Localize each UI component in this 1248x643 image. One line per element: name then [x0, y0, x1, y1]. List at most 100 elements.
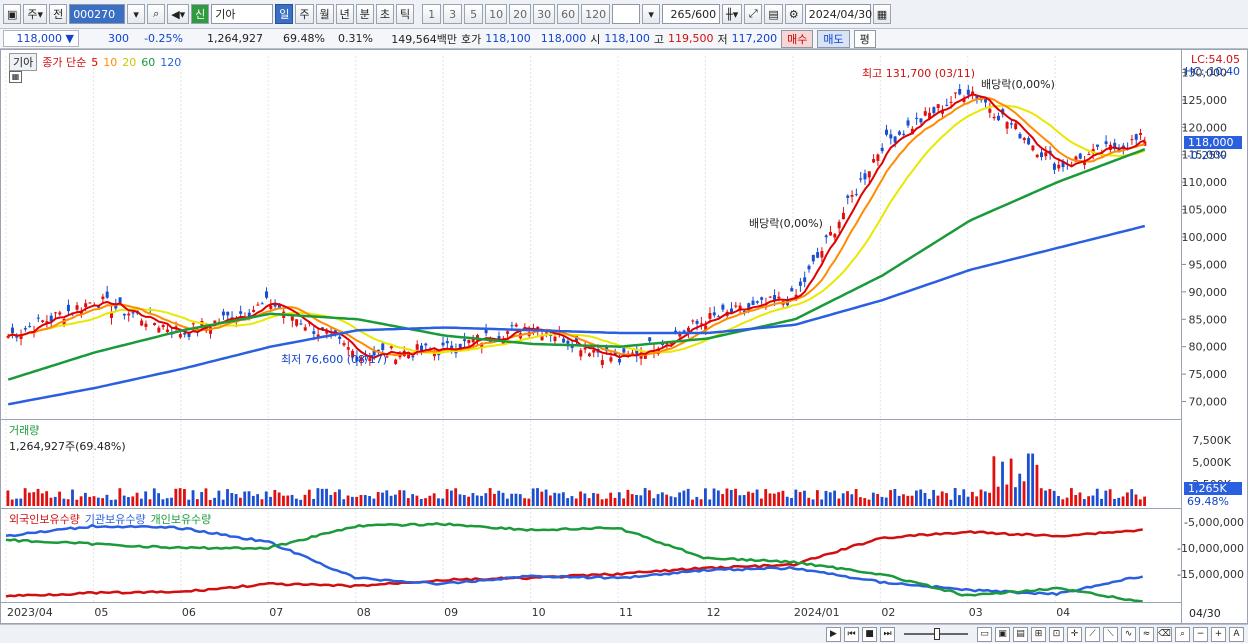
- volume-title[interactable]: 거래량: [9, 424, 40, 437]
- period-second[interactable]: 초: [375, 4, 395, 24]
- gear-icon[interactable]: ⚙: [784, 4, 803, 24]
- custom-interval-input[interactable]: [612, 4, 641, 24]
- interval-30[interactable]: 30: [533, 4, 556, 24]
- volume-bar: [820, 499, 824, 506]
- period-minute[interactable]: 분: [355, 4, 374, 24]
- ma-10-label[interactable]: 10: [103, 55, 118, 69]
- interval-dropdown-icon[interactable]: ▾: [642, 4, 661, 24]
- interval-120[interactable]: 120: [581, 4, 611, 24]
- volume-bar: [385, 490, 389, 506]
- volume-tick-label: 7,500K: [1192, 434, 1231, 447]
- period-year[interactable]: 년: [335, 4, 354, 24]
- candle-body: [630, 352, 634, 354]
- sell-button[interactable]: 매도: [817, 29, 850, 48]
- volume-bar: [889, 490, 892, 506]
- zoom-in-icon[interactable]: +: [1211, 626, 1226, 642]
- holder-tick-label: -5,000,000: [1184, 516, 1244, 529]
- volume-bar: [484, 493, 488, 506]
- scroll-end-icon[interactable]: ⏭: [880, 626, 895, 642]
- volume-bar: [40, 493, 44, 506]
- candle-body: [209, 327, 213, 334]
- chart-menu-icon[interactable]: ▣: [3, 4, 22, 24]
- time-tick-label: 04: [1056, 606, 1070, 619]
- individual-holding-label[interactable]: 개인보유수량: [150, 513, 212, 526]
- font-size-icon[interactable]: A: [1229, 626, 1244, 642]
- speaker-icon[interactable]: ◀▾: [167, 4, 190, 24]
- trend-icon-1[interactable]: ⟋: [1085, 626, 1100, 642]
- layout-icon-3[interactable]: ▤: [1013, 626, 1028, 642]
- ma-120-line: [7, 224, 1146, 406]
- institution-holding-label[interactable]: 기관보유수량: [84, 513, 146, 526]
- candle-body: [407, 352, 411, 359]
- period-tick[interactable]: 틱: [396, 4, 415, 24]
- eval-button[interactable]: 평: [853, 29, 876, 48]
- search-icon[interactable]: ⌕: [147, 4, 166, 24]
- candle-body: [372, 351, 376, 356]
- stock-name-tag[interactable]: 기아: [9, 53, 38, 71]
- eraser-icon[interactable]: ⌫: [1157, 626, 1172, 642]
- interval-1[interactable]: 1: [422, 4, 442, 24]
- period-type-select[interactable]: 주 ▾: [23, 4, 48, 24]
- volume-bar: [144, 491, 148, 506]
- chart-canvas[interactable]: 130,000125,000120,000115,000110,000105,0…: [1, 50, 1247, 623]
- period-month[interactable]: 월: [315, 4, 334, 24]
- draw-tool-icon[interactable]: ⤢: [744, 4, 763, 24]
- candle-body: [854, 194, 858, 196]
- volume-bar: [643, 488, 647, 506]
- new-tag[interactable]: 신: [191, 4, 210, 24]
- zoom-slider[interactable]: [904, 628, 968, 640]
- candle-type-icon[interactable]: ╫▾: [722, 4, 743, 24]
- volume-bar: [755, 489, 759, 506]
- holder-legend: 외국인보유수량 기관보유수량 개인보유수량: [9, 511, 211, 527]
- interval-60[interactable]: 60: [557, 4, 580, 24]
- chart-area[interactable]: 130,000 125,000 120,000 115,000 110,000 105,0…: [0, 49, 1248, 625]
- date-input[interactable]: 2024/04/30: [804, 4, 872, 24]
- candle-body: [1078, 153, 1082, 159]
- ma-20-label[interactable]: 20: [122, 55, 137, 69]
- candle-body: [1009, 123, 1013, 125]
- ma-60-label[interactable]: 60: [141, 55, 156, 69]
- crosshair-icon[interactable]: ✛: [1067, 626, 1082, 642]
- stop-icon[interactable]: ■: [862, 626, 877, 642]
- layout-icon-4[interactable]: ⊞: [1031, 626, 1046, 642]
- trend-icon-2[interactable]: ⟍: [1103, 626, 1118, 642]
- volume-bar: [639, 495, 643, 506]
- prev-button[interactable]: 전: [49, 4, 68, 24]
- volume-bar: [759, 498, 763, 506]
- code-dropdown-icon[interactable]: ▾: [127, 4, 146, 24]
- ma-120-label[interactable]: 120: [160, 55, 182, 69]
- count-input[interactable]: 265/600: [662, 4, 721, 24]
- zoom-icon[interactable]: ⌕: [1175, 626, 1190, 642]
- grid-toggle-icon[interactable]: ▦: [9, 71, 22, 83]
- ma-5-label[interactable]: 5: [91, 55, 99, 69]
- zoom-out-icon[interactable]: −: [1193, 626, 1208, 642]
- trend-icon-3[interactable]: ∿: [1121, 626, 1136, 642]
- candle-body: [480, 343, 484, 348]
- layout-icon-5[interactable]: ⊡: [1049, 626, 1064, 642]
- save-icon[interactable]: ▤: [764, 4, 783, 24]
- volume-bar: [673, 497, 677, 506]
- candle-body: [364, 355, 368, 357]
- stock-name-input[interactable]: 기아: [211, 4, 274, 24]
- foreign-holding-label[interactable]: 외국인보유수량: [9, 513, 80, 526]
- interval-10[interactable]: 10: [485, 4, 508, 24]
- period-week[interactable]: 주: [295, 4, 314, 24]
- layout-icon-2[interactable]: ▣: [995, 626, 1010, 642]
- candle-body: [269, 305, 273, 309]
- period-day[interactable]: 일: [275, 4, 294, 24]
- layout-icon-1[interactable]: ▭: [977, 626, 992, 642]
- scroll-right-icon[interactable]: ▶: [826, 626, 841, 642]
- calendar-icon[interactable]: ▦: [872, 4, 892, 24]
- interval-3[interactable]: 3: [443, 4, 463, 24]
- candle-body: [962, 98, 966, 102]
- interval-20[interactable]: 20: [509, 4, 532, 24]
- stock-code-input[interactable]: 000270: [69, 4, 126, 24]
- trend-icon-4[interactable]: ≈: [1139, 626, 1154, 642]
- buy-button[interactable]: 매수: [781, 29, 814, 48]
- volume-bar: [1018, 473, 1022, 506]
- volume-bar: [277, 492, 281, 506]
- scroll-start-icon[interactable]: ⏮: [844, 626, 859, 642]
- candle-body: [161, 324, 165, 328]
- interval-5[interactable]: 5: [464, 4, 484, 24]
- volume-bar: [23, 488, 27, 506]
